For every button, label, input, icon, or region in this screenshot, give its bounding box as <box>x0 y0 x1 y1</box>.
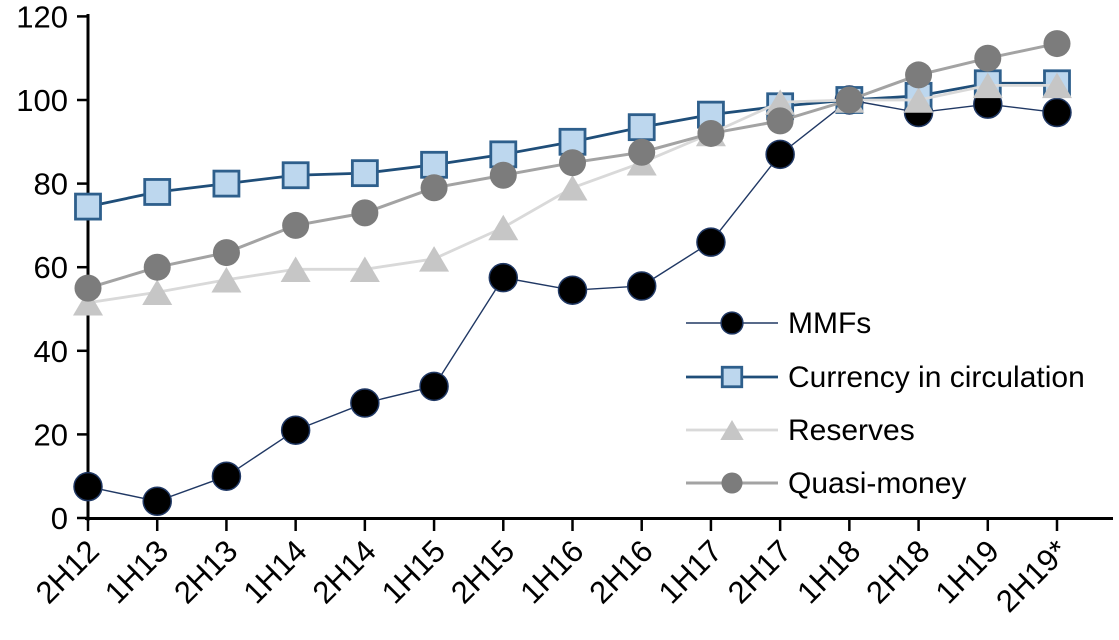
marker-currency-in-circulation <box>420 150 448 179</box>
marker-reserves <box>211 266 242 293</box>
marker-quasi-money <box>1043 30 1071 58</box>
marker-mmfs <box>211 461 242 491</box>
series-quasi-money <box>74 30 1071 302</box>
marker-quasi-money <box>489 161 517 189</box>
marker-reserves <box>972 72 1003 99</box>
marker-quasi-money <box>420 174 448 202</box>
x-tick-label: 2H14 <box>306 533 383 610</box>
marker-mmfs <box>419 371 449 402</box>
legend-item-mmfs: MMFs <box>686 307 871 340</box>
marker-currency-in-circulation <box>350 159 379 188</box>
marker-mmfs <box>280 415 311 445</box>
marker-reserves <box>1041 72 1072 99</box>
y-tick-label: 120 <box>16 0 68 34</box>
x-tick-label: 1H16 <box>513 533 590 610</box>
legend-label-reserves: Reserves <box>788 414 915 447</box>
mmfs-legend-marker-icon <box>686 311 778 335</box>
marker-currency-in-circulation <box>281 161 310 190</box>
x-tick-label: 2H12 <box>29 533 106 610</box>
y-tick-label: 0 <box>51 501 68 536</box>
marker-mmfs <box>488 262 519 293</box>
x-tick-label: 1H17 <box>652 533 729 610</box>
marker-reserves <box>349 256 380 283</box>
marker-currency-in-circulation <box>212 169 241 198</box>
marker-quasi-money <box>974 44 1002 72</box>
marker-quasi-money <box>351 199 379 227</box>
legend: MMFs Currency in circulation Reserves Qu… <box>686 307 1085 500</box>
legend-marker <box>720 365 744 389</box>
marker-reserves <box>765 89 796 115</box>
legend-label-quasi-money: Quasi-money <box>788 467 966 500</box>
reserves-legend-marker-icon <box>686 420 778 440</box>
x-tick-label: 1H14 <box>236 533 313 610</box>
marker-reserves <box>280 256 311 283</box>
marker-currency-in-circulation <box>74 192 102 221</box>
x-tick-label: 2H15 <box>444 533 521 610</box>
legend-item-currency-in-circulation: Currency in circulation <box>686 361 1085 394</box>
legend-marker <box>720 420 744 440</box>
legend-marker <box>720 311 744 335</box>
marker-mmfs <box>626 271 657 301</box>
x-tick-label: 2H18 <box>859 533 936 610</box>
x-tick-label: 2H17 <box>721 533 798 610</box>
marker-reserves <box>903 87 934 113</box>
legend-label-currency-in-circulation: Currency in circulation <box>788 361 1085 394</box>
marker-quasi-money <box>905 61 933 89</box>
marker-quasi-money <box>74 274 102 302</box>
x-tick-label: 2H19* <box>989 533 1075 619</box>
marker-reserves <box>488 214 519 241</box>
series-layer <box>73 30 1072 517</box>
marker-quasi-money <box>835 86 863 114</box>
currency-legend-marker-icon <box>686 365 778 389</box>
marker-mmfs <box>73 471 103 502</box>
marker-quasi-money <box>628 138 656 166</box>
marker-quasi-money <box>143 253 171 281</box>
marker-quasi-money <box>212 239 240 267</box>
x-tick-label: 2H13 <box>167 533 244 610</box>
y-tick-label: 60 <box>34 250 68 285</box>
marker-mmfs <box>142 486 172 517</box>
y-tick-label: 20 <box>34 417 68 452</box>
marker-currency-in-circulation <box>143 178 172 206</box>
marker-currency-in-circulation <box>489 140 518 169</box>
y-tick-label: 80 <box>34 167 68 202</box>
marker-quasi-money <box>282 211 310 239</box>
marker-reserves <box>73 289 103 316</box>
marker-quasi-money <box>558 149 586 177</box>
marker-reserves <box>557 175 588 201</box>
y-tick-label: 40 <box>34 334 68 369</box>
marker-mmfs <box>765 139 795 170</box>
legend-item-quasi-money: Quasi-money <box>686 467 966 500</box>
legend-marker <box>721 472 743 494</box>
marker-reserves <box>419 246 450 272</box>
marker-mmfs <box>696 227 726 257</box>
quasi-money-legend-marker-icon <box>686 472 778 494</box>
marker-quasi-money <box>766 107 794 135</box>
x-tick-label: 1H18 <box>790 533 867 610</box>
marker-mmfs <box>350 388 380 418</box>
marker-quasi-money <box>697 119 725 147</box>
marker-mmfs <box>1042 97 1072 128</box>
x-tick-label: 1H13 <box>98 533 175 610</box>
marker-currency-in-circulation <box>627 113 656 142</box>
x-tick-label: 1H15 <box>375 533 452 610</box>
legend-item-reserves: Reserves <box>686 414 915 447</box>
y-tick-label: 100 <box>16 83 68 118</box>
legend-label-mmfs: MMFs <box>788 307 871 340</box>
x-tick-label: 2H16 <box>583 533 660 610</box>
marker-reserves <box>142 279 173 306</box>
marker-mmfs <box>557 275 588 305</box>
